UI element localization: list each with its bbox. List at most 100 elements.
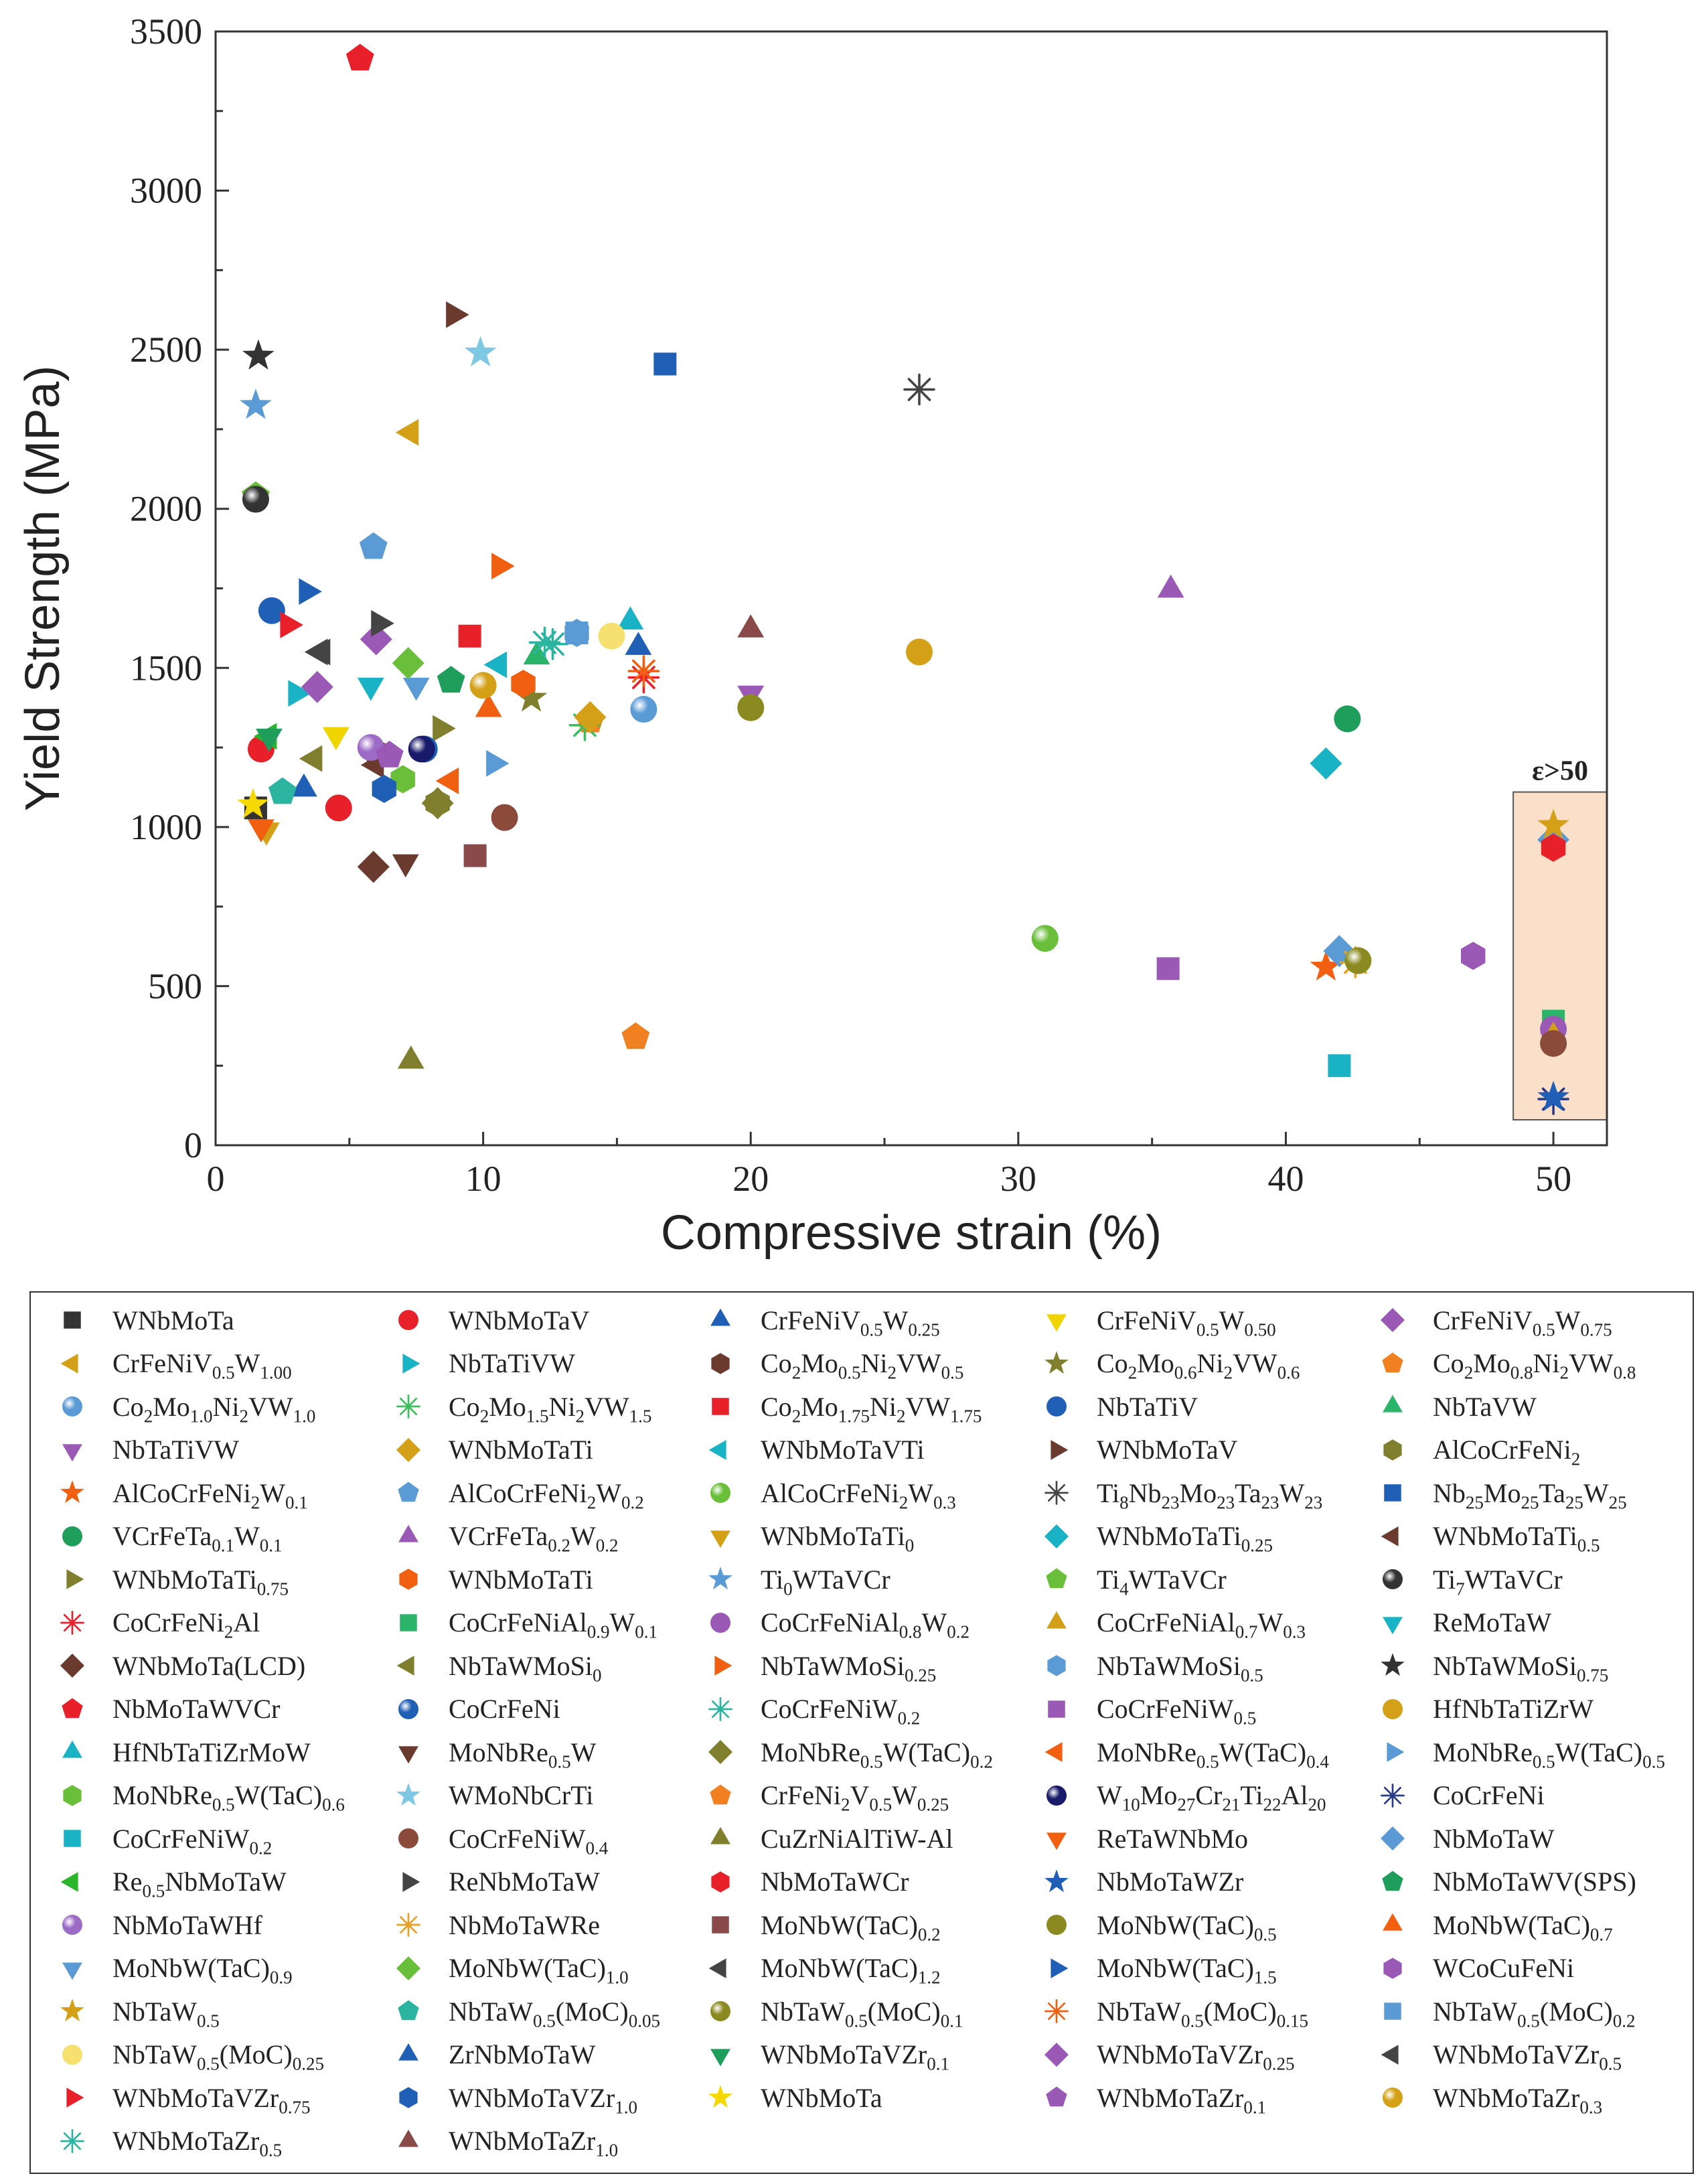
legend-label-base: WNbMoTaZr xyxy=(112,2126,260,2156)
legend-label-base: CoCrFeNiW xyxy=(112,1823,250,1854)
legend-label-base: AlCoCrFeNi xyxy=(1433,1435,1571,1465)
legend-label-part: W xyxy=(234,1348,260,1378)
legend-label: CoCrFeNiW0.2 xyxy=(112,1823,272,1857)
legend-label: NbTaWMoSi0.5 xyxy=(1097,1650,1263,1684)
legend-label-subscript: 0.6 xyxy=(322,1794,345,1815)
legend-label-base: CoCrFeNi xyxy=(449,1694,560,1724)
legend-label-subscript: 0.25 xyxy=(904,1664,937,1685)
legend-label-subscript: 4 xyxy=(1119,1578,1129,1599)
legend-label: WNbMoTaTi0.25 xyxy=(1097,1520,1273,1554)
legend-item: CrFeNi2V0.5W0.25 xyxy=(706,1775,949,1816)
legend-label-subscript: 0.2 xyxy=(249,1837,273,1858)
legend-label-base: NbMoTaWVCr xyxy=(112,1694,281,1724)
legend-label: WNbMoTaTi0.5 xyxy=(1433,1520,1600,1554)
legend-label: NbTaWMoSi0.75 xyxy=(1433,1650,1608,1684)
legend-item: CrFeNiV0.5W0.25 xyxy=(706,1299,940,1341)
legend-label-subscript: 0.5 xyxy=(860,1319,883,1339)
circle-marker-icon xyxy=(62,1526,82,1546)
legend-label: MoNbRe0.5W xyxy=(449,1737,597,1771)
legend-label-part: Ni xyxy=(860,1348,888,1378)
legend-label: NbMoTaWVCr xyxy=(112,1693,281,1725)
legend-label-subscript: 0.25 xyxy=(292,2053,324,2074)
legend-item: MoNbW(TaC)1.5 xyxy=(1042,1948,1277,1989)
legend-label-base: VCrFeTa xyxy=(112,1521,212,1551)
legend-item: NbMoTaW xyxy=(1378,1818,1555,1859)
legend-label-subscript: 0.2 xyxy=(947,1621,969,1642)
asterisk-marker-icon xyxy=(1044,1999,1069,2023)
legend-label-base: NbTaTiV xyxy=(1097,1391,1198,1422)
legend-label: MoNbW(TaC)0.9 xyxy=(112,1952,293,1986)
square-marker-icon xyxy=(64,1830,81,1847)
legend-label-subscript: 0.3 xyxy=(1283,1621,1306,1642)
legend-label-subscript: 0.2 xyxy=(897,1708,921,1729)
legend-label-base: MoNbW(TaC) xyxy=(112,1953,270,1983)
data-point xyxy=(299,745,323,772)
hexagon-marker-icon xyxy=(711,1352,730,1374)
legend-item: WNbMoTaTi0.25 xyxy=(1042,1516,1273,1557)
y-tick-label: 3000 xyxy=(130,171,202,211)
legend-item: WNbMoTa xyxy=(58,1299,234,1341)
legend-label-subscript: 1.0 xyxy=(595,2140,619,2161)
legend-label-subscript: 0.2 xyxy=(917,1923,941,1944)
legend-label-base: Ti xyxy=(1433,1564,1456,1595)
triangle-down-marker-icon xyxy=(398,1746,418,1764)
legend-label-base: MoNbRe xyxy=(112,1780,212,1810)
pentagon-marker-icon xyxy=(1046,2086,1067,2107)
legend-label-part: Mo xyxy=(801,1348,838,1378)
square-marker-icon xyxy=(400,1613,417,1631)
legend-label-base: CuZrNiAlTiW-Al xyxy=(761,1823,953,1854)
legend-label-part: W xyxy=(570,1521,596,1551)
legend-item: NbTaWMoSi0.75 xyxy=(1378,1645,1608,1686)
legend-label-subscript: 0.75 xyxy=(1580,1319,1612,1339)
legend-label-part: W xyxy=(908,1477,933,1508)
legend-label-part: (MoC) xyxy=(867,1996,941,2027)
legend-item: WNbMoTa xyxy=(706,2077,882,2118)
data-point xyxy=(1537,808,1569,839)
square-marker-icon xyxy=(712,1916,729,1934)
legend-item: CoCrFeNi2Al xyxy=(58,1602,260,1644)
legend-label-base: Ti xyxy=(1097,1564,1120,1595)
legend-item: ReTaWNbMo xyxy=(1042,1818,1248,1859)
star-marker-icon xyxy=(60,1480,84,1504)
triangle-left-marker-icon xyxy=(60,1871,78,1892)
pentagon-marker-icon xyxy=(398,1481,419,1502)
legend-label-subscript: 0.5 xyxy=(845,2010,868,2031)
triangle-up-marker-icon xyxy=(398,2043,418,2061)
sphere-marker-icon xyxy=(1046,1785,1067,1806)
legend-label: Nb25Mo25Ta25W25 xyxy=(1433,1477,1627,1512)
triangle-down-marker-icon xyxy=(62,1962,82,1980)
legend-label: MoNbRe0.5W(TaC)0.6 xyxy=(112,1779,345,1815)
legend-label-base: Re xyxy=(112,1867,143,1897)
legend-label-subscript: 0.1 xyxy=(940,2010,963,2031)
legend-label: AlCoCrFeNi2W0.2 xyxy=(449,1477,644,1512)
legend-label: NbTaW0.5(MoC)0.25 xyxy=(112,2039,324,2074)
legend-label-part: W(TaC) xyxy=(882,1737,971,1767)
legend-label-part: W xyxy=(1279,1477,1305,1508)
triangle-down-marker-icon xyxy=(710,1530,730,1548)
data-point xyxy=(1540,1029,1567,1057)
star-marker-icon xyxy=(1044,1869,1069,1892)
data-point xyxy=(433,715,456,742)
legend-label-subscript: 7 xyxy=(1456,1578,1465,1599)
legend-label-part: W xyxy=(570,1737,597,1767)
data-point xyxy=(903,373,935,406)
triangle-down-marker-icon xyxy=(1046,1832,1067,1850)
hexagon-marker-icon xyxy=(1383,1957,1402,1979)
legend-label-base: CoCrFeNi xyxy=(112,1607,224,1637)
legend-label-part: Mo xyxy=(1483,1477,1521,1508)
legend-item: CrFeNiV0.5W0.75 xyxy=(1378,1299,1612,1341)
circle-marker-icon xyxy=(62,2044,82,2065)
legend-label-part: Ni xyxy=(870,1391,897,1422)
legend-label-subscript: 1.0 xyxy=(293,1405,316,1426)
legend-label-subscript: 2 xyxy=(897,1405,906,1426)
legend-label: WNbMoTaVZr0.1 xyxy=(761,2039,949,2073)
legend-item: Co2Mo0.8Ni2VW0.8 xyxy=(1378,1343,1636,1384)
square-marker-icon xyxy=(1048,1700,1065,1718)
legend-label-base: NbTaWMoSi xyxy=(449,1650,593,1681)
hexagon-marker-icon xyxy=(399,1569,418,1590)
y-tick-label: 2000 xyxy=(130,489,202,529)
legend-label-part: Al xyxy=(1281,1780,1308,1810)
legend-label-subscript: 0.5 xyxy=(212,1794,235,1815)
star-marker-icon xyxy=(708,1567,732,1590)
legend-label-subscript: 0.5 xyxy=(259,2140,283,2161)
